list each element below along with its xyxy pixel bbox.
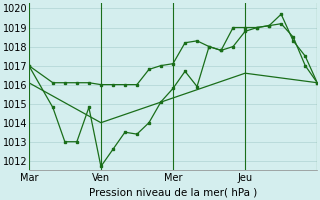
- X-axis label: Pression niveau de la mer( hPa ): Pression niveau de la mer( hPa ): [89, 187, 257, 197]
